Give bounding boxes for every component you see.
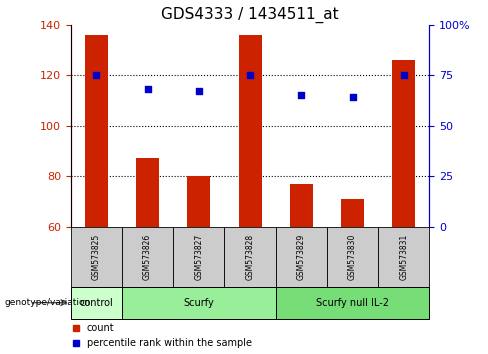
Bar xyxy=(276,227,327,287)
Bar xyxy=(136,159,159,227)
Bar xyxy=(290,184,313,227)
Text: GSM573829: GSM573829 xyxy=(297,234,306,280)
Point xyxy=(349,95,357,100)
Point xyxy=(144,86,152,92)
Bar xyxy=(276,287,429,319)
Text: GSM573828: GSM573828 xyxy=(245,234,255,280)
Bar xyxy=(71,227,122,287)
Text: GSM573831: GSM573831 xyxy=(399,234,408,280)
Bar xyxy=(122,227,173,287)
Point xyxy=(93,73,101,78)
Text: genotype/variation: genotype/variation xyxy=(5,298,91,307)
Bar xyxy=(122,287,276,319)
Text: count: count xyxy=(87,322,115,332)
Point xyxy=(298,93,305,98)
Bar xyxy=(327,227,378,287)
Bar xyxy=(392,60,415,227)
Text: GSM573830: GSM573830 xyxy=(348,233,357,280)
Text: GSM573825: GSM573825 xyxy=(92,234,101,280)
Bar xyxy=(224,227,276,287)
Bar xyxy=(173,227,224,287)
Point xyxy=(400,73,408,78)
Text: Scurfy: Scurfy xyxy=(183,298,214,308)
Text: Scurfy null IL-2: Scurfy null IL-2 xyxy=(316,298,389,308)
Bar xyxy=(239,35,262,227)
Bar xyxy=(85,35,108,227)
Bar xyxy=(378,227,429,287)
Point xyxy=(246,73,254,78)
Text: GSM573826: GSM573826 xyxy=(143,234,152,280)
Bar xyxy=(187,176,210,227)
Text: GSM573827: GSM573827 xyxy=(194,234,203,280)
Point xyxy=(195,88,203,94)
Title: GDS4333 / 1434511_at: GDS4333 / 1434511_at xyxy=(162,7,339,23)
Bar xyxy=(341,199,364,227)
Text: control: control xyxy=(80,298,113,308)
Text: percentile rank within the sample: percentile rank within the sample xyxy=(87,338,252,348)
Bar xyxy=(71,287,122,319)
